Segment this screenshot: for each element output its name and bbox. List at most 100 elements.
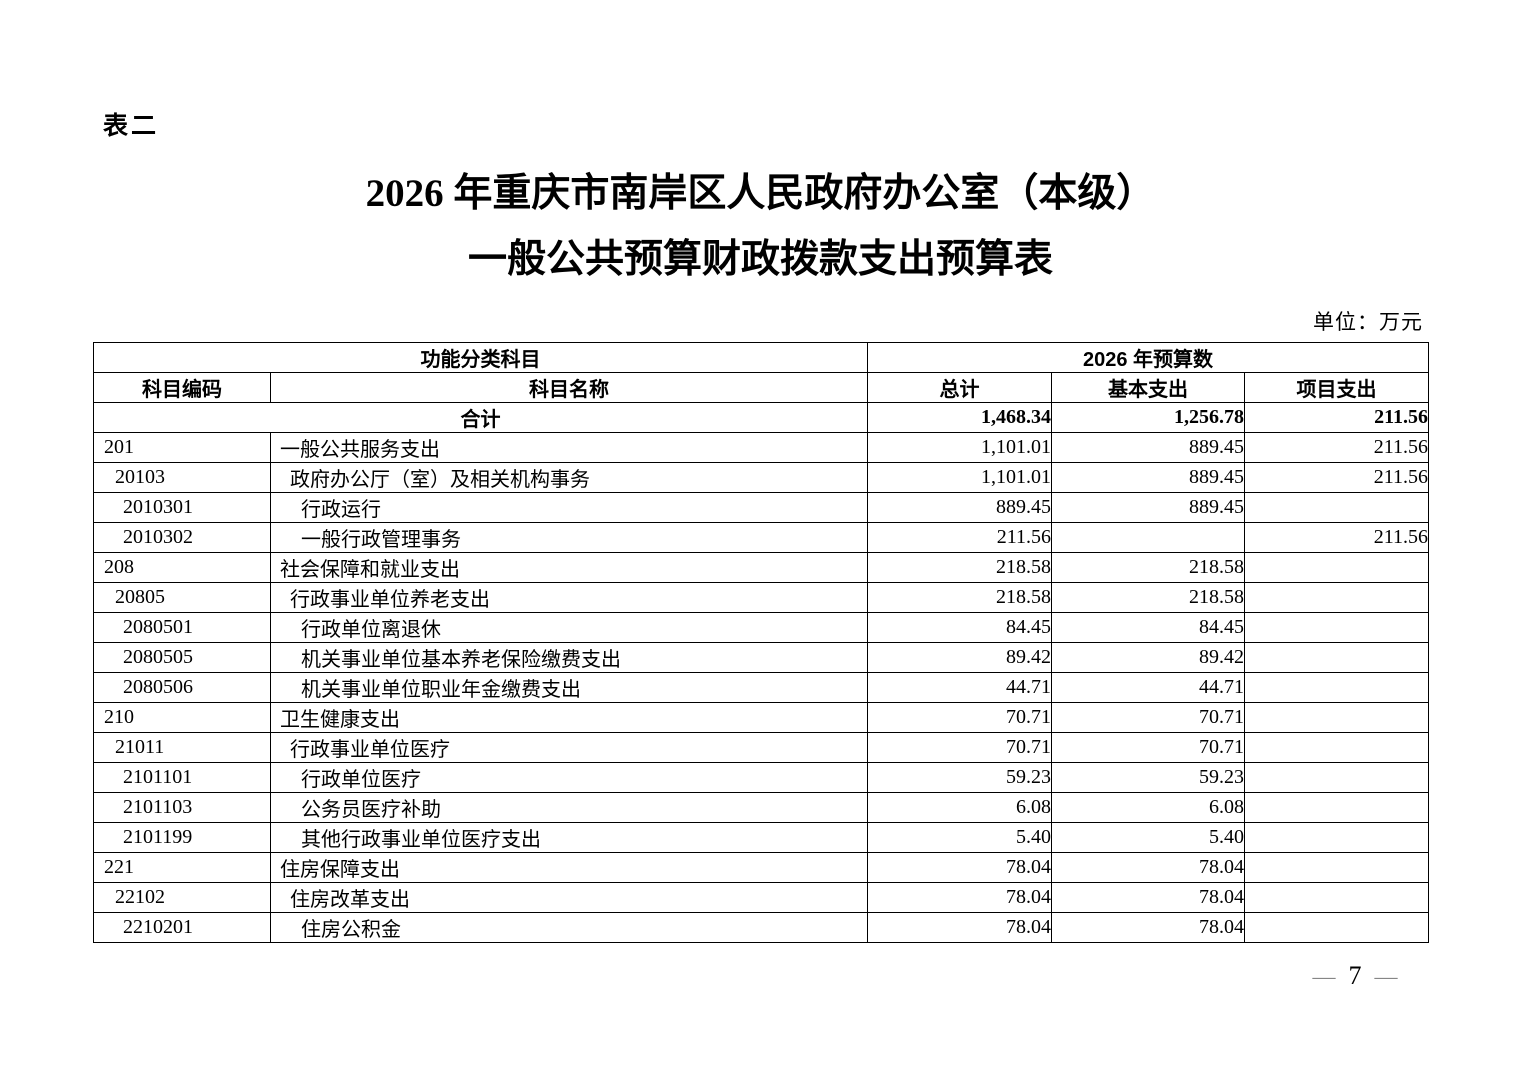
name-cell: 社会保障和就业支出 <box>270 552 868 583</box>
code-cell: 20805 <box>93 582 271 613</box>
table-row: 22102 住房改革支出 78.04 78.04 <box>93 882 1429 913</box>
table-row: 2010302 一般行政管理事务 211.56 211.56 <box>93 522 1429 553</box>
table-row: 2080506 机关事业单位职业年金缴费支出 44.71 44.71 <box>93 672 1429 703</box>
name-cell: 行政事业单位医疗 <box>270 732 868 763</box>
table-row: 2010301 行政运行 889.45 889.45 <box>93 492 1429 523</box>
name-cell: 公务员医疗补助 <box>270 792 868 823</box>
total-cell: 84.45 <box>867 612 1052 643</box>
project-cell <box>1244 642 1429 673</box>
header-project-expenditure: 项目支出 <box>1244 372 1429 403</box>
table-row: 20805 行政事业单位养老支出 218.58 218.58 <box>93 582 1429 613</box>
header-subject-code: 科目编码 <box>93 372 271 403</box>
name-cell: 机关事业单位职业年金缴费支出 <box>270 672 868 703</box>
header-basic-expenditure: 基本支出 <box>1051 372 1245 403</box>
header-total: 总计 <box>867 372 1052 403</box>
budget-table-body: 合计 1,468.34 1,256.78 211.56 201 一般公共服务支出 1… <box>93 402 1429 943</box>
basic-cell: 218.58 <box>1051 552 1245 583</box>
code-cell: 2010301 <box>93 492 271 523</box>
basic-cell: 70.71 <box>1051 732 1245 763</box>
table-row: 210 卫生健康支出 70.71 70.71 <box>93 702 1429 733</box>
total-cell: 218.58 <box>867 582 1052 613</box>
code-cell: 2101103 <box>93 792 271 823</box>
footer-right-dash: — <box>1374 963 1398 989</box>
basic-cell <box>1051 522 1245 553</box>
code-cell: 210 <box>93 702 271 733</box>
name-cell: 住房公积金 <box>270 912 868 943</box>
project-cell <box>1244 552 1429 583</box>
code-cell: 201 <box>93 432 271 463</box>
project-cell <box>1244 702 1429 733</box>
table-row: 221 住房保障支出 78.04 78.04 <box>93 852 1429 883</box>
code-cell: 221 <box>93 852 271 883</box>
total-cell: 78.04 <box>867 852 1052 883</box>
header-subject-name: 科目名称 <box>270 372 868 403</box>
name-cell: 一般公共服务支出 <box>270 432 868 463</box>
table-number-label: 表二 <box>103 112 160 140</box>
table-row: 2101199 其他行政事业单位医疗支出 5.40 5.40 <box>93 822 1429 853</box>
project-cell <box>1244 822 1429 853</box>
name-cell: 一般行政管理事务 <box>270 522 868 553</box>
total-cell: 6.08 <box>867 792 1052 823</box>
code-cell: 2080506 <box>93 672 271 703</box>
header-group-row: 功能分类科目 2026 年预算数 <box>93 342 1429 373</box>
document-title: 2026 年重庆市南岸区人民政府办公室（本级） 一般公共预算财政拨款支出预算表 <box>93 161 1428 293</box>
summary-total-cell: 1,468.34 <box>867 402 1052 433</box>
code-cell: 2010302 <box>93 522 271 553</box>
page-footer: — 7 — <box>1295 963 1415 989</box>
table-row: 2210201 住房公积金 78.04 78.04 <box>93 912 1429 943</box>
basic-cell: 78.04 <box>1051 912 1245 943</box>
name-cell: 住房改革支出 <box>270 882 868 913</box>
unit-note: 单位：万元 <box>1313 310 1423 334</box>
summary-label-cell: 合计 <box>93 402 868 433</box>
header-columns-row: 科目编码 科目名称 总计 基本支出 项目支出 <box>93 372 1429 403</box>
table-row: 2101103 公务员医疗补助 6.08 6.08 <box>93 792 1429 823</box>
total-cell: 5.40 <box>867 822 1052 853</box>
table-row: 20103 政府办公厅（室）及相关机构事务 1,101.01 889.45 211.56 <box>93 462 1429 493</box>
code-cell: 22102 <box>93 882 271 913</box>
table-row: 201 一般公共服务支出 1,101.01 889.45 211.56 <box>93 432 1429 463</box>
name-cell: 政府办公厅（室）及相关机构事务 <box>270 462 868 493</box>
basic-cell: 889.45 <box>1051 492 1245 523</box>
basic-cell: 6.08 <box>1051 792 1245 823</box>
name-cell: 行政单位离退休 <box>270 612 868 643</box>
name-cell: 机关事业单位基本养老保险缴费支出 <box>270 642 868 673</box>
table-row: 2080505 机关事业单位基本养老保险缴费支出 89.42 89.42 <box>93 642 1429 673</box>
table-row: 2101101 行政单位医疗 59.23 59.23 <box>93 762 1429 793</box>
project-cell <box>1244 792 1429 823</box>
code-cell: 2080501 <box>93 612 271 643</box>
name-cell: 行政事业单位养老支出 <box>270 582 868 613</box>
total-cell: 1,101.01 <box>867 432 1052 463</box>
basic-cell: 78.04 <box>1051 852 1245 883</box>
table-row: 21011 行政事业单位医疗 70.71 70.71 <box>93 732 1429 763</box>
basic-cell: 84.45 <box>1051 612 1245 643</box>
total-cell: 889.45 <box>867 492 1052 523</box>
footer-left-dash: — <box>1312 963 1336 989</box>
name-cell: 卫生健康支出 <box>270 702 868 733</box>
basic-cell: 78.04 <box>1051 882 1245 913</box>
project-cell <box>1244 732 1429 763</box>
document-title-line2: 一般公共预算财政拨款支出预算表 <box>467 238 1053 281</box>
project-cell <box>1244 912 1429 943</box>
page-number: 7 <box>1348 961 1362 990</box>
summary-project-cell: 211.56 <box>1244 402 1429 433</box>
summary-row: 合计 1,468.34 1,256.78 211.56 <box>93 402 1429 433</box>
basic-cell: 59.23 <box>1051 762 1245 793</box>
total-cell: 59.23 <box>867 762 1052 793</box>
name-cell: 其他行政事业单位医疗支出 <box>270 822 868 853</box>
total-cell: 89.42 <box>867 642 1052 673</box>
document-title-line1: 2026 年重庆市南岸区人民政府办公室（本级） <box>365 172 1156 215</box>
table-row: 2080501 行政单位离退休 84.45 84.45 <box>93 612 1429 643</box>
budget-table: 功能分类科目 2026 年预算数 科目编码 科目名称 总计 基本支出 项目支出 … <box>93 342 1429 943</box>
code-cell: 21011 <box>93 732 271 763</box>
basic-cell: 70.71 <box>1051 702 1245 733</box>
project-cell <box>1244 852 1429 883</box>
code-cell: 2101101 <box>93 762 271 793</box>
header-functional-classification: 功能分类科目 <box>93 342 868 373</box>
name-cell: 行政运行 <box>270 492 868 523</box>
project-cell <box>1244 492 1429 523</box>
basic-cell: 89.42 <box>1051 642 1245 673</box>
project-cell <box>1244 582 1429 613</box>
project-cell: 211.56 <box>1244 462 1429 493</box>
project-cell <box>1244 612 1429 643</box>
